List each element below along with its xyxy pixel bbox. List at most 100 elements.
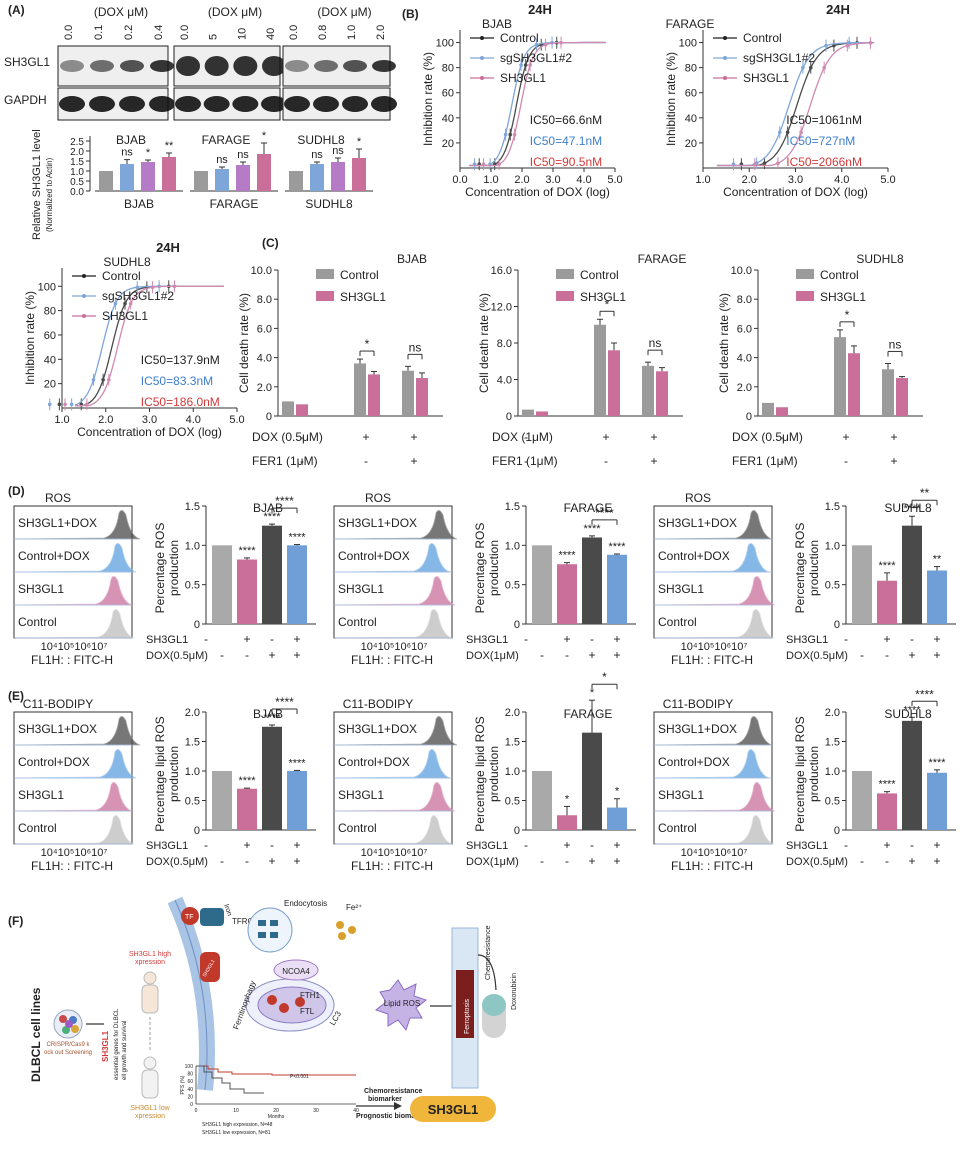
panel-f-fe-ion — [348, 926, 356, 934]
panel-b-data-point — [497, 162, 501, 167]
panel-d-ytick-label: 0.5 — [185, 580, 200, 592]
panel-b-xtick-label: 4.0 — [834, 174, 849, 186]
panel-e-ytick-label: 1.5 — [505, 737, 520, 749]
panel-c-sign: - — [780, 454, 784, 468]
panel-d-sign: - — [844, 632, 848, 646]
panel-e-flow-histogram — [15, 716, 141, 746]
panel-b-ytick-label: 80 — [685, 63, 697, 75]
panel-b-data-point — [523, 63, 528, 67]
panel-c-bar-sh3gl1 — [296, 404, 308, 416]
panel-b-xtick-label: 3.0 — [545, 174, 560, 186]
panel-d-sig-bracket-label: ** — [920, 486, 930, 500]
panel-b-ic50-label: IC50=90.5nM — [530, 155, 602, 169]
panel-c-ytick-label: 4.0 — [737, 353, 752, 365]
panel-e-flow-sample-label: Control — [338, 821, 377, 835]
panel-d-ylabel: Percentage ROS — [153, 523, 167, 614]
panel-b-time-label: 24H — [528, 2, 552, 17]
panel-b-data-point — [801, 65, 805, 70]
panel-d-ylabel2: production — [487, 540, 501, 596]
panel-b-data-point — [508, 132, 513, 137]
panel-f-screen-label-2: ock out Screening — [44, 1050, 92, 1056]
panel-c-legend-label: SH3GL1 — [580, 290, 626, 304]
panel-d-sig: **** — [238, 545, 256, 557]
panel-f-fth1-label: FTH1 — [300, 991, 321, 1000]
panel-e-sign: - — [220, 854, 224, 868]
panel-f-human-low-head — [143, 1056, 157, 1070]
panel-b-ytick-label: 40 — [44, 354, 56, 366]
dox-unit-header: (DOX μM) — [94, 5, 148, 19]
panel-e-flow-sample-label: Control — [658, 821, 697, 835]
panel-a-ytick-label: 2.5 — [70, 137, 84, 148]
panel-e-flow-xaxis-label: FL1H: : FITC-H — [671, 859, 753, 873]
panel-d-sign: + — [613, 648, 620, 662]
panel-f-km-xtick-label: 40 — [353, 1108, 359, 1114]
panel-b-data-point — [528, 63, 532, 67]
panel-c-ylabel: Cell death rate (%) — [717, 293, 731, 393]
panel-d-ytick-label: 1.5 — [505, 501, 520, 513]
panel-a-sig: ns — [121, 147, 133, 159]
panel-a-group-title: SUDHL8 — [297, 133, 345, 147]
panel-a-bar — [236, 165, 250, 191]
blot-band-sh3gl1 — [150, 60, 174, 72]
panel-f-ncoa4 — [273, 959, 319, 981]
panel-d-bar — [877, 580, 897, 624]
panel-e-flow-histogram — [335, 815, 453, 845]
blot-band-gapdh — [175, 96, 201, 112]
panel-c-ytick-label: 10.0 — [731, 265, 752, 277]
panel-c-sign: + — [602, 430, 609, 444]
panel-f-fe-label: Fe²⁺ — [346, 903, 362, 912]
blot-band-sh3gl1 — [60, 60, 84, 72]
panel-b-data-point — [63, 402, 67, 407]
panel-d-flow-sample-label: SH3GL1 — [338, 582, 384, 596]
panel-e-bar — [262, 726, 282, 830]
panel-d-sig-bracket-label: **** — [275, 494, 294, 508]
panel-b-xtick-label: 0.0 — [452, 174, 467, 186]
panel-d-row-dox-label: DOX(0.5μM) — [786, 650, 848, 662]
panel-d-bar — [852, 545, 872, 624]
panel-d-flow-xaxis-label: FL1H: : FITC-H — [671, 653, 753, 667]
blot-band-gapdh — [89, 96, 115, 112]
panel-f-km-low-curve — [196, 1065, 356, 1076]
panel-c-sign: - — [604, 454, 608, 468]
panel-d-flow-sample-label: SH3GL1+DOX — [658, 516, 737, 530]
panel-c-legend-label: Control — [340, 268, 379, 282]
panel-f-ferroptosis-label: Ferroptosis — [464, 998, 471, 1034]
panel-d-sign: + — [588, 648, 595, 662]
panel-b-xtick-label: 4.0 — [576, 174, 591, 186]
panel-d-sig: **** — [608, 541, 626, 553]
panel-c-sig-bracket-label: * — [365, 337, 370, 351]
panel-f-km-ytick-label: 80 — [187, 1072, 193, 1078]
panel-e-bar — [287, 771, 307, 830]
panel-d-bar-title: FARAGE — [564, 501, 613, 515]
panel-c-bar-sh3gl1 — [896, 378, 908, 416]
panel-b-legend-label: Control — [743, 31, 782, 45]
panel-e-ylabel2: production — [807, 746, 821, 802]
panel-e-sign: + — [908, 854, 915, 868]
panel-e-ytick-label: 0 — [514, 825, 520, 837]
panel-c-sign: + — [890, 430, 897, 444]
dose-tick-label: 0.0 — [288, 25, 300, 40]
panel-a-ylabel2: (Normalized to Actin) — [45, 157, 54, 232]
panel-d-sig: **** — [878, 560, 896, 572]
panel-d-bar — [927, 570, 947, 624]
panel-e-sig-bracket-label: **** — [275, 695, 294, 709]
panel-e-sign: + — [243, 838, 250, 852]
panel-b-xtick-label: 2.0 — [98, 414, 113, 426]
blot-band-sh3gl1 — [90, 60, 114, 72]
panel-f-low-label-2: xpression — [135, 1113, 165, 1120]
panel-b-xtick-label: 2.0 — [742, 174, 757, 186]
panel-f-endosome-cargo — [258, 920, 266, 926]
panel-b-legend-marker — [723, 36, 727, 40]
panel-c-sig-bracket-label: ns — [889, 337, 902, 351]
panel-b-data-point — [69, 402, 74, 407]
panel-a-ytick-label: 2.0 — [70, 147, 84, 158]
panel-e-flow-xaxis-label: FL1H: : FITC-H — [351, 859, 433, 873]
panel-b-xtick-label: 5.0 — [880, 174, 895, 186]
panel-d-ytick-label: 1.5 — [185, 501, 200, 513]
panel-f-lipid-ros-shape — [374, 979, 428, 1032]
panel-e-ylabel: Percentage lipid ROS — [793, 716, 807, 831]
panel-c-bar-control — [594, 324, 606, 416]
panel-b-data-point — [481, 162, 486, 167]
panel-b-xtick-label: 4.0 — [186, 414, 201, 426]
panel-f-arrow-label-1: Chemoresistance — [364, 1088, 422, 1095]
